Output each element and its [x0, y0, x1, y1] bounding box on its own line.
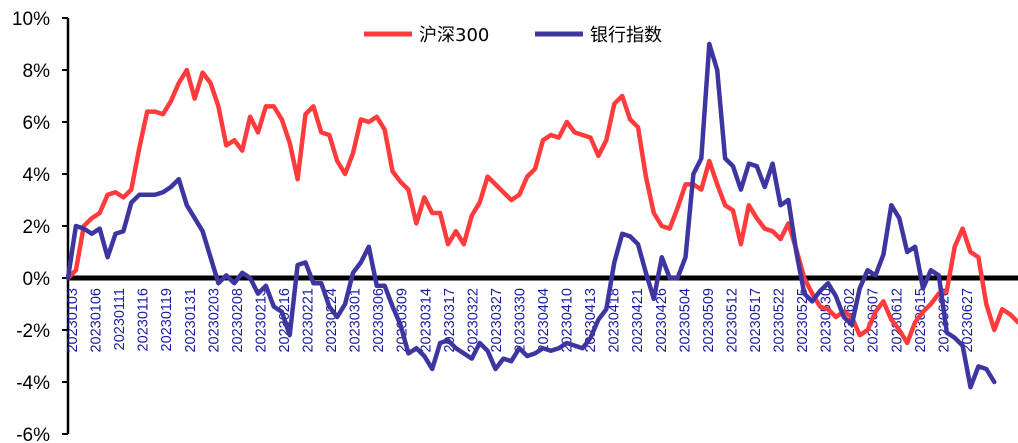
x-tick-label: 20230131 — [183, 288, 199, 353]
y-tick-label: 10% — [12, 9, 50, 30]
x-tick-label: 20230221 — [301, 288, 317, 353]
y-tick-label: 8% — [23, 61, 51, 82]
x-tick-label: 20230330 — [513, 288, 529, 353]
x-tick-label: 20230111 — [112, 288, 128, 350]
x-tick-label: 20230317 — [442, 288, 458, 353]
x-tick-label: 20230119 — [159, 288, 175, 351]
x-tick-label: 20230504 — [677, 288, 693, 353]
series-line-1 — [65, 67, 1018, 346]
series-line-2 — [65, 41, 997, 390]
x-tick-label: 20230615 — [913, 288, 929, 353]
legend-label-1: 沪深300 — [419, 25, 489, 46]
x-tick-label: 20230203 — [206, 288, 222, 353]
x-tick-label: 20230116 — [136, 288, 152, 351]
legend: 沪深300 银行指数 — [364, 25, 662, 46]
x-tick-label: 20230517 — [748, 288, 764, 353]
x-tick-label: 20230413 — [583, 288, 599, 353]
y-tick-label: 0% — [23, 269, 51, 290]
x-tick-label: 20230525 — [795, 288, 811, 353]
y-tick-label: 6% — [23, 113, 51, 134]
x-tick-label: 20230509 — [701, 288, 717, 353]
x-tick-label: 20230512 — [724, 288, 740, 353]
x-tick-label: 20230322 — [465, 288, 481, 353]
x-tick-label: 20230410 — [560, 288, 576, 353]
x-tick-label: 20230426 — [654, 288, 670, 353]
x-axis-tick-labels: 20230103 20230106 20230111 20230116 20230119… — [65, 288, 976, 353]
x-tick-label: 20230530 — [819, 288, 835, 353]
x-tick-label: 20230627 — [960, 288, 976, 353]
x-tick-label: 20230213 — [253, 288, 269, 353]
y-axis: 10% 8% 6% 4% 2% 0% -2% -4% -6% — [12, 9, 70, 443]
y-tick-label: -4% — [16, 373, 50, 394]
series-lines — [65, 41, 1018, 390]
x-tick-label: 20230306 — [371, 288, 387, 353]
x-tick-label: 20230103 — [65, 288, 81, 353]
x-tick-label: 20230309 — [395, 288, 411, 353]
x-tick-label: 20230301 — [348, 288, 364, 353]
y-tick-label: 4% — [23, 165, 51, 186]
x-tick-label: 20230522 — [772, 288, 788, 353]
x-tick-label: 20230404 — [536, 288, 552, 353]
x-tick-label: 20230106 — [89, 288, 105, 353]
x-tick-label: 20230208 — [230, 288, 246, 353]
x-tick-label: 20230314 — [418, 288, 434, 353]
legend-label-2: 银行指数 — [590, 25, 662, 46]
y-tick-label: -6% — [16, 425, 50, 443]
x-tick-label: 20230418 — [607, 288, 623, 353]
y-tick-label: -2% — [16, 321, 50, 342]
y-tick-label: 2% — [23, 217, 51, 238]
x-tick-label: 20230421 — [630, 288, 646, 353]
x-tick-label: 20230327 — [489, 288, 505, 353]
